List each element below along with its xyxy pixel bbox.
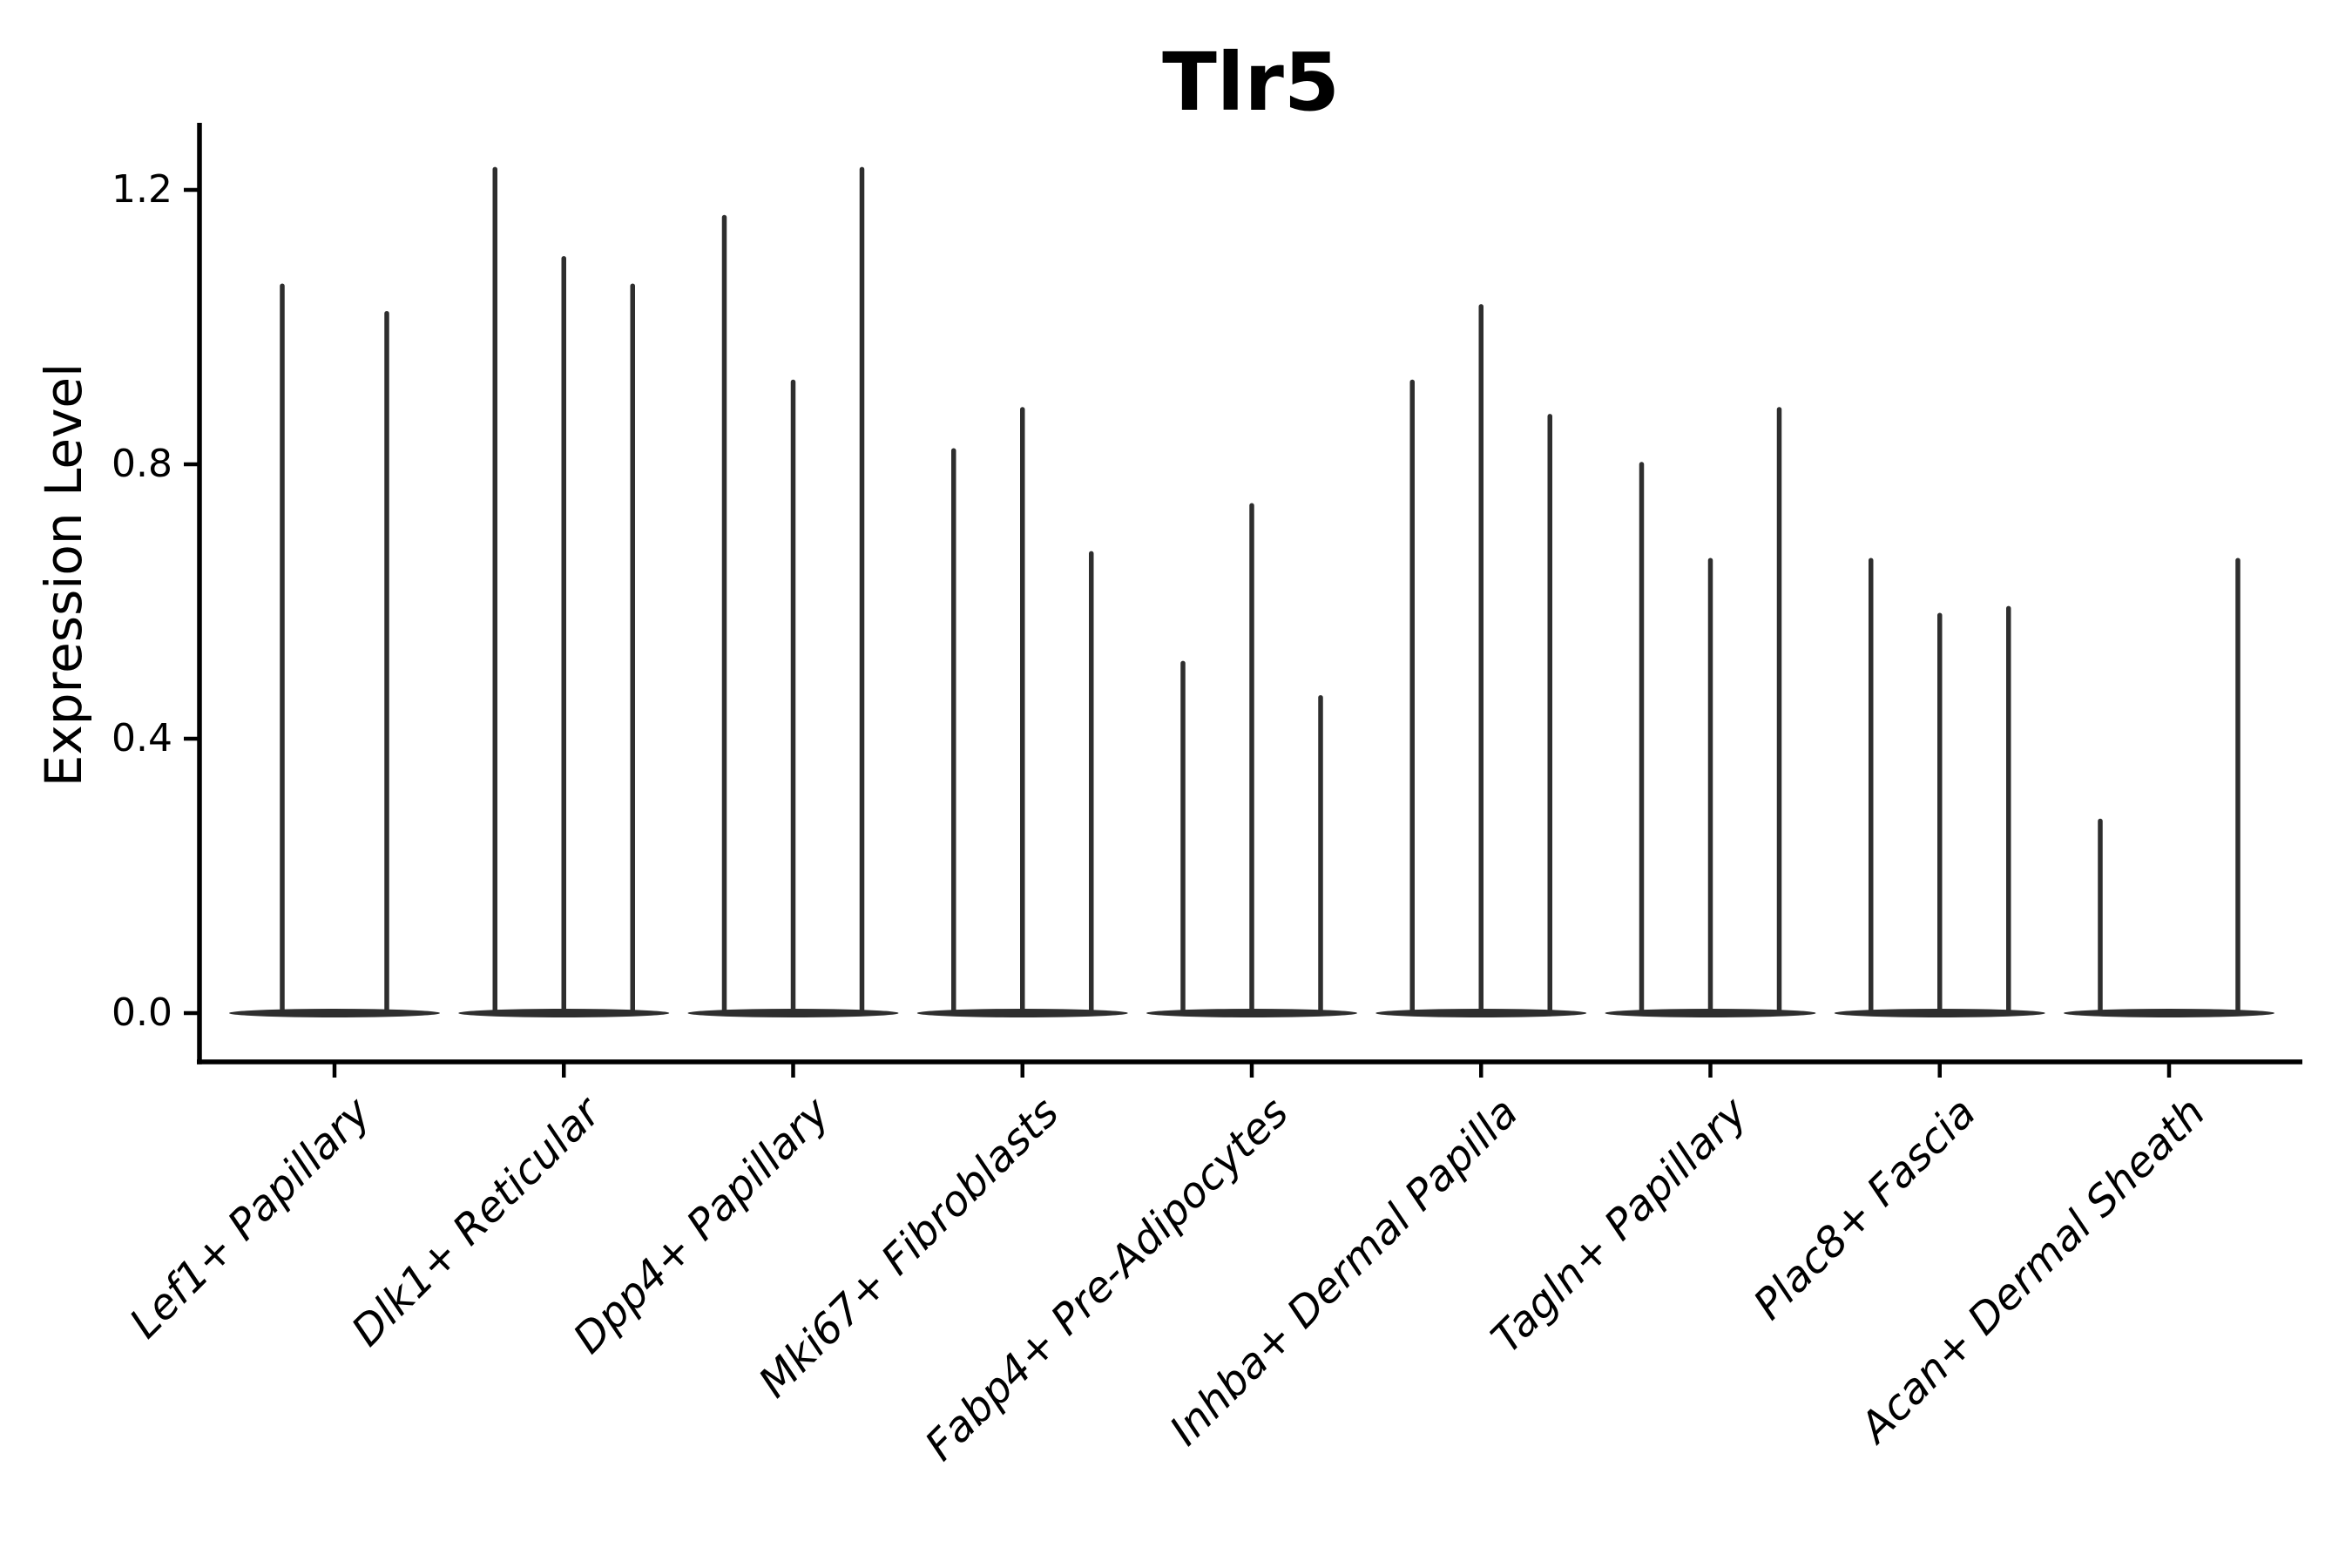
violin-base: [229, 1009, 440, 1017]
y-tick-label: 0.0: [112, 990, 172, 1035]
violin-base: [1834, 1009, 2045, 1017]
violin-base: [458, 1009, 670, 1017]
violin-base: [2064, 1009, 2274, 1017]
violin-base: [687, 1009, 899, 1017]
violin-base: [1146, 1009, 1357, 1017]
violin-base: [1375, 1009, 1587, 1017]
violin-base: [916, 1009, 1128, 1017]
y-tick-label: 0.8: [112, 442, 172, 486]
chart-title: Tlr5: [1162, 36, 1340, 129]
y-tick-label: 1.2: [112, 167, 172, 212]
y-tick-label: 0.4: [112, 716, 172, 760]
violin-base: [1605, 1009, 1816, 1017]
